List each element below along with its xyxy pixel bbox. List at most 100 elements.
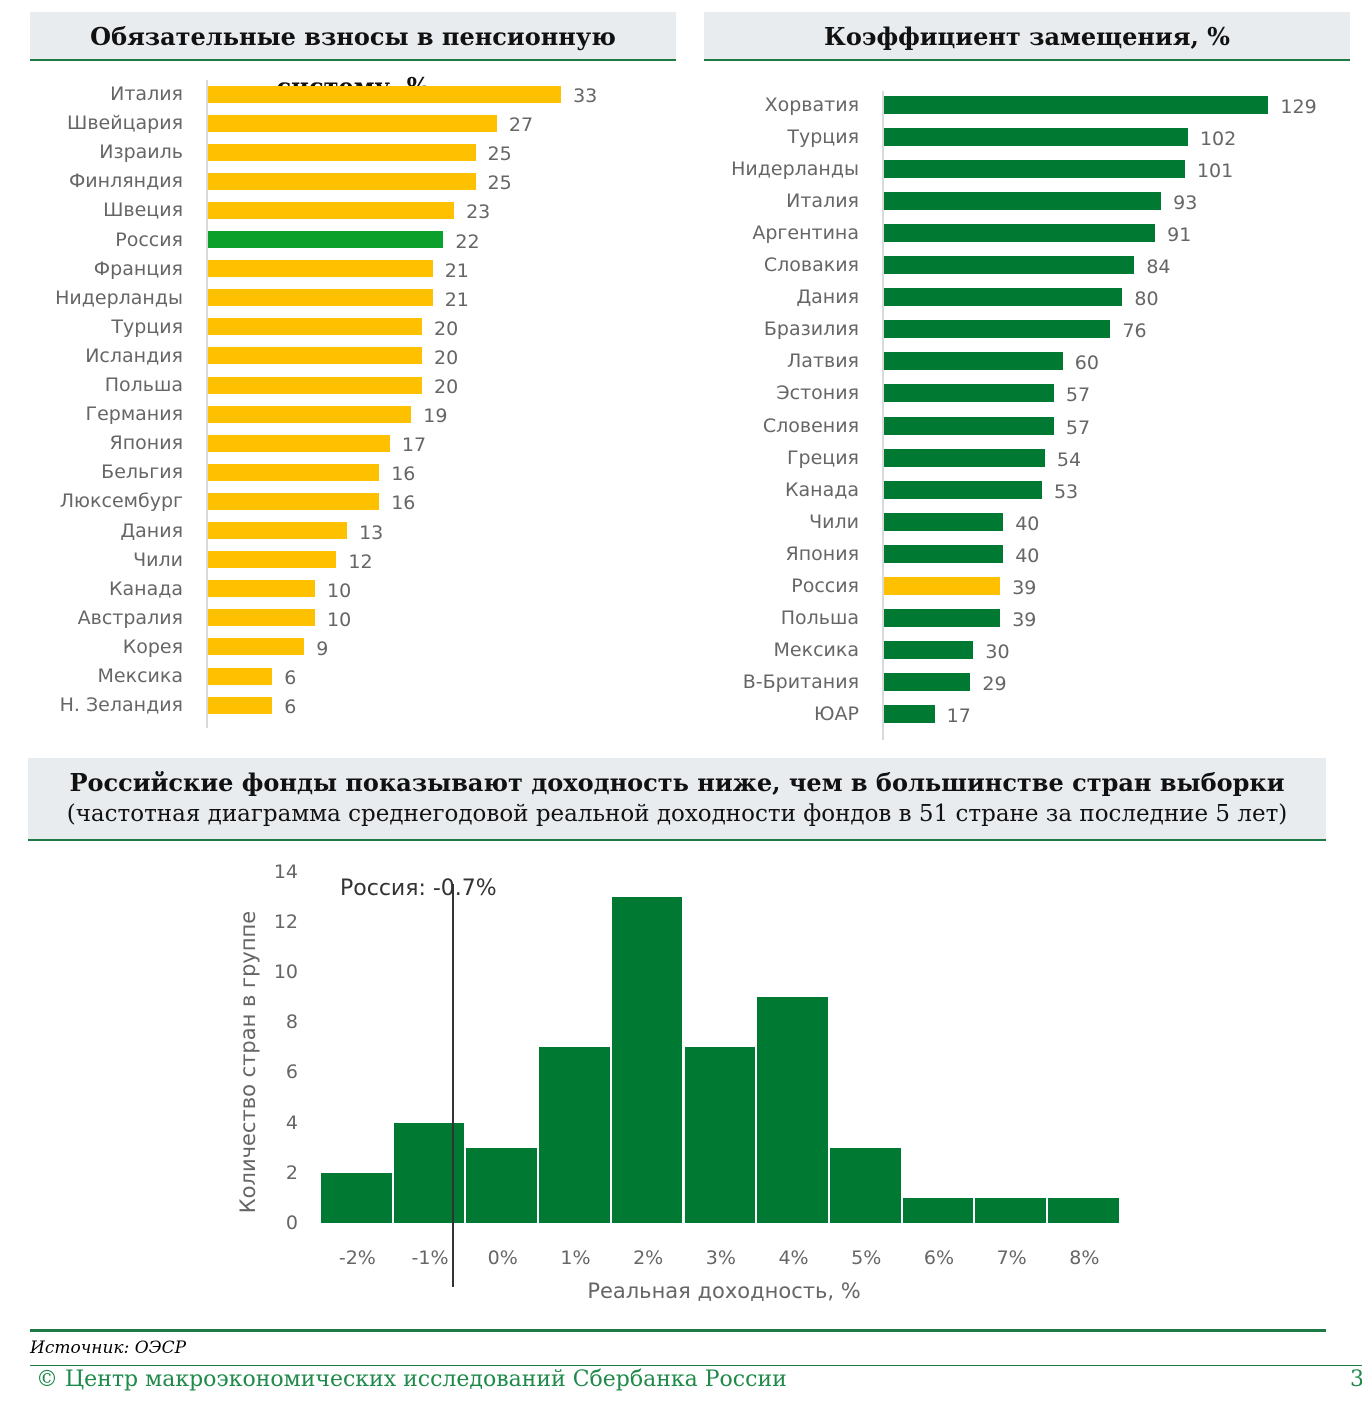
bar: [884, 608, 1001, 627]
histogram-bar: [902, 1197, 974, 1223]
bar: [884, 672, 971, 691]
category-label: Мексика: [97, 665, 183, 687]
y-tick-label: 10: [273, 961, 298, 983]
bar: [208, 405, 412, 423]
bar: [884, 192, 1162, 211]
category-label: Польша: [780, 606, 859, 629]
chart3-header: Российские фонды показывают доходность н…: [28, 758, 1326, 841]
value-label: 80: [1134, 288, 1159, 311]
value-label: 39: [1012, 608, 1037, 631]
category-label: Япония: [109, 432, 183, 455]
chart2-title: Коэффициент замещения, %: [704, 12, 1350, 61]
category-label: Италия: [786, 190, 859, 213]
category-label: ЮАР: [814, 702, 859, 725]
category-label: Германия: [85, 403, 183, 426]
chart3-title: Российские фонды показывают доходность н…: [69, 768, 1285, 797]
histogram-bar: [321, 1172, 392, 1223]
bar: [884, 288, 1123, 307]
x-tick-label: 0%: [487, 1247, 518, 1269]
category-label: Люксембург: [59, 490, 183, 513]
histogram-bar: [466, 1147, 538, 1223]
category-label: Канада: [109, 577, 183, 600]
category-label: Франция: [93, 257, 183, 280]
value-label: 91: [1167, 224, 1192, 247]
category-label: Турция: [111, 315, 183, 338]
category-label: Турция: [787, 126, 859, 149]
bar: [884, 512, 1004, 531]
category-label: Россия: [115, 228, 183, 251]
bar: [208, 522, 348, 539]
bar: [884, 640, 974, 659]
bar: [884, 416, 1054, 435]
bar: [884, 96, 1269, 114]
y-tick-label: 8: [285, 1011, 298, 1034]
y-tick-label: 4: [285, 1111, 298, 1134]
histogram-bar: [1048, 1197, 1119, 1223]
category-label: Нидерланды: [731, 158, 859, 181]
axis-line: [206, 80, 208, 729]
category-label: Эстония: [776, 382, 859, 405]
value-label: 60: [1074, 352, 1099, 375]
y-tick-label: 0: [285, 1212, 298, 1234]
category-label: Корея: [122, 635, 183, 658]
category-label: Япония: [785, 542, 859, 565]
histogram-bar: [757, 997, 828, 1223]
x-tick-label: 3%: [705, 1247, 736, 1269]
value-label: 29: [982, 672, 1007, 695]
y-tick-label: 6: [285, 1061, 298, 1084]
category-label: Словакия: [763, 254, 859, 277]
value-label: 16: [391, 492, 416, 515]
category-label: Исландия: [85, 344, 183, 367]
category-label: Мексика: [773, 638, 859, 661]
value-label: 17: [946, 704, 971, 727]
y-tick-label: 12: [273, 910, 298, 933]
value-label: 101: [1196, 160, 1234, 183]
category-label: Чили: [133, 548, 183, 571]
bar: [208, 463, 380, 481]
value-label: 20: [434, 376, 459, 398]
value-label: 13: [359, 521, 384, 544]
x-axis-title: Реальная доходность, %: [587, 1279, 861, 1303]
category-label: Израиль: [99, 141, 183, 164]
value-label: 23: [466, 201, 491, 224]
y-tick-label: 14: [273, 860, 298, 883]
category-label: Нидерланды: [55, 286, 183, 309]
histogram-bar: [684, 1047, 756, 1223]
value-label: 53: [1053, 480, 1079, 503]
histogram-bar: [829, 1147, 901, 1223]
bar: [208, 434, 390, 452]
bar: [208, 172, 476, 190]
bar: [208, 289, 433, 307]
x-tick-label: 7%: [996, 1247, 1027, 1269]
category-label: Швеция: [103, 199, 183, 222]
x-tick-label: 6%: [923, 1247, 955, 1269]
value-label: 57: [1065, 416, 1091, 439]
value-label: 76: [1122, 320, 1147, 343]
bar: [208, 551, 337, 569]
value-label: 12: [348, 550, 373, 573]
category-label: Австралия: [77, 606, 183, 629]
bar: [884, 352, 1063, 371]
bar: [884, 704, 935, 723]
bar: [208, 492, 380, 510]
bar: [208, 85, 562, 103]
category-label: Италия: [110, 83, 183, 105]
x-tick-label: 1%: [560, 1247, 591, 1269]
bar: [208, 260, 433, 278]
x-tick-label: 8%: [1069, 1247, 1100, 1269]
bar: [208, 231, 444, 248]
x-tick-label: 5%: [851, 1247, 882, 1269]
value-label: 30: [985, 640, 1010, 663]
category-label: Канада: [785, 478, 859, 501]
x-tick-label: 4%: [778, 1247, 809, 1269]
value-label: 40: [1015, 512, 1040, 535]
value-label: 10: [327, 579, 352, 602]
value-label: 39: [1012, 576, 1037, 599]
value-label: 10: [327, 608, 352, 631]
category-label: В-Британия: [742, 670, 859, 693]
category-label: Латвия: [787, 350, 859, 373]
value-label: 129: [1280, 96, 1317, 118]
x-tick-label: 2%: [633, 1247, 664, 1269]
x-tick-label: -1%: [411, 1247, 449, 1269]
